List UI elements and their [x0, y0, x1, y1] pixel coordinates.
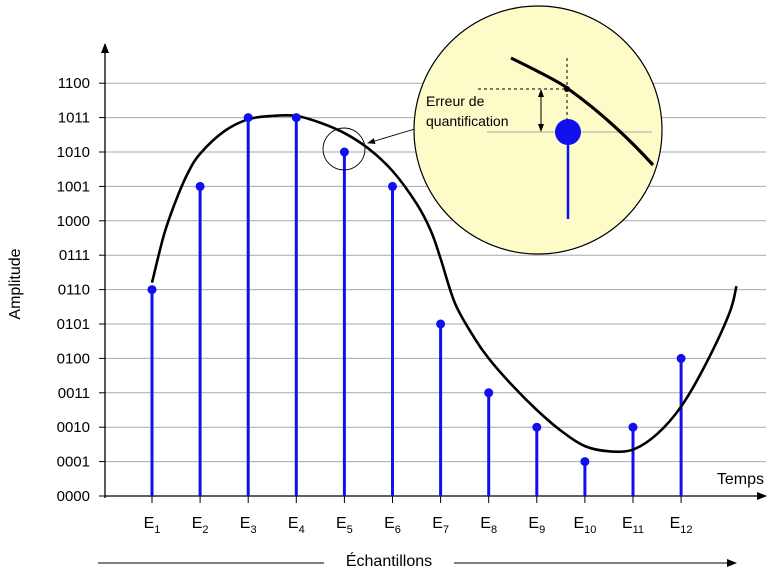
y-tick-label: 0111 [59, 247, 90, 264]
inset-label-line2: quantification [426, 113, 509, 129]
inset-curve-point [564, 86, 570, 92]
signal-curve [150, 113, 738, 454]
x-tick-label: E1 [144, 515, 161, 536]
x-tick-labels: E1 E2 E3 E4 E5 E6 E7 E8 E9 E10 E11 E12 [144, 496, 693, 536]
y-tick-label: 0010 [57, 419, 90, 436]
sample-point [388, 181, 397, 191]
sample-point [339, 147, 349, 157]
x-tick-label: E8 [480, 515, 497, 536]
y-tick-label: 1000 [57, 213, 90, 230]
sample-points [147, 113, 686, 467]
sample-point [532, 422, 542, 432]
sample-stems [150, 117, 683, 496]
x-tick-label: E5 [336, 515, 353, 536]
y-tick-label: 0000 [57, 488, 90, 505]
inset-signal-curve [510, 56, 655, 167]
sample-point [195, 181, 205, 191]
x-tick-label: E6 [384, 515, 401, 536]
sample-point [243, 113, 253, 123]
zoom-target-circle [322, 127, 366, 171]
samples-axis-label-bg [324, 546, 454, 568]
x-axis-title: Temps [717, 471, 764, 488]
y-tick-label: 0001 [57, 454, 90, 471]
magnified-inset: Erreur de quantification [413, 5, 663, 255]
x-tick-label: E11 [622, 515, 644, 536]
y-tick-label: 0100 [57, 350, 90, 367]
y-tick-label: 1011 [58, 110, 90, 127]
x-tick-label: E4 [288, 515, 305, 536]
x-tick-label: E7 [432, 515, 449, 536]
inset-circle [413, 5, 663, 255]
y-tick-label: 1100 [58, 75, 90, 92]
sample-point [436, 319, 446, 329]
sample-point [676, 353, 686, 363]
sample-point [580, 457, 590, 467]
y-axis-title: Amplitude [7, 248, 24, 319]
samples-axis-title: Échantillons [346, 551, 432, 570]
y-tick-label: 1001 [57, 178, 90, 195]
inset-sample-point [555, 119, 581, 145]
sample-point [628, 422, 638, 432]
x-tick-label: E2 [192, 515, 209, 536]
inset-label-line1: Erreur de [426, 93, 485, 109]
x-tick-label: E9 [528, 515, 545, 536]
zoom-pointer-arrow [367, 127, 419, 144]
sample-point [147, 285, 157, 295]
y-tick-label: 0110 [58, 282, 90, 299]
y-tick-label: 0011 [58, 385, 90, 402]
sample-point [484, 388, 494, 398]
y-tick-label: 1010 [57, 144, 90, 161]
y-tick-labels: 0000 0001 0010 0011 0100 0101 0110 0111 1000 1001… [57, 75, 105, 505]
x-tick-label: E12 [670, 515, 693, 536]
x-tick-label: E10 [573, 515, 596, 536]
y-tick-label: 0101 [57, 316, 90, 333]
sample-point [291, 113, 301, 123]
x-tick-label: E3 [240, 515, 257, 536]
